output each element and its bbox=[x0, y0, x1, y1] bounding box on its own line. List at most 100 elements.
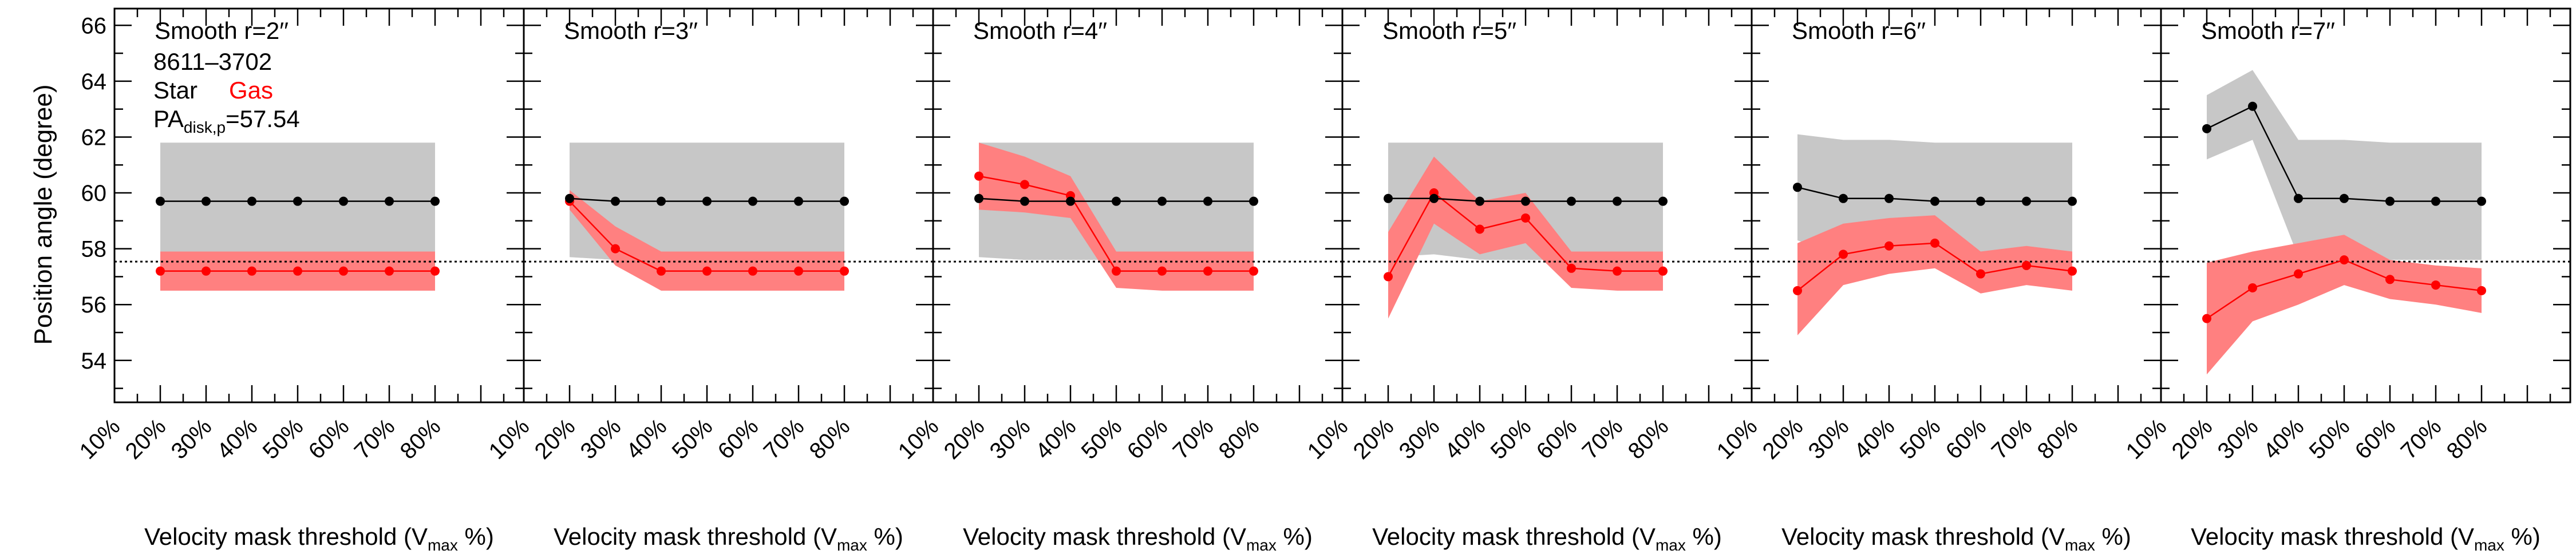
x-axis-label-tail: %) bbox=[867, 523, 903, 550]
legend-pa-value: =57.54 bbox=[226, 105, 300, 132]
panels: 5456586062646610%20%30%40%50%60%70%80%Sm… bbox=[75, 7, 2571, 554]
panel-title-1: Smooth r=2′′ bbox=[155, 17, 289, 44]
gas-point-panel-6-3 bbox=[2294, 269, 2303, 279]
x-tick-label-panel-4: 60% bbox=[1532, 414, 1582, 464]
star-point-panel-2-4 bbox=[702, 196, 712, 206]
x-tick-label-panel-4: 30% bbox=[1394, 414, 1445, 464]
gas-point-panel-5-6 bbox=[2022, 260, 2031, 270]
gas-band-panel-2 bbox=[570, 190, 844, 291]
star-point-panel-5-7 bbox=[2068, 196, 2077, 206]
x-tick-label-panel-3: 60% bbox=[1123, 414, 1173, 464]
star-point-panel-5-6 bbox=[2022, 196, 2031, 206]
star-point-panel-1-1 bbox=[156, 196, 165, 206]
star-point-panel-2-5 bbox=[748, 196, 757, 206]
y-tick-label: 62 bbox=[81, 125, 107, 150]
star-point-panel-6-6 bbox=[2431, 196, 2440, 206]
x-tick-label-panel-1: 20% bbox=[121, 414, 171, 464]
panel-6: 10%20%30%40%50%60%70%80% Smooth r=7′′ Velo… bbox=[2121, 7, 2571, 554]
x-axis-label-main: Velocity mask threshold (V bbox=[2191, 523, 2474, 550]
y-axis-label: Position angle (degree) bbox=[29, 85, 57, 345]
x-axis-label-tail: %) bbox=[1686, 523, 1722, 550]
panel-4: 10%20%30%40%50%60%70%80% Smooth r=5′′ Velo… bbox=[1303, 7, 1753, 554]
star-point-panel-3-6 bbox=[1203, 196, 1212, 206]
y-tick-label: 66 bbox=[81, 13, 107, 38]
star-point-panel-2-6 bbox=[794, 196, 803, 206]
star-point-panel-2-1 bbox=[565, 193, 574, 203]
gas-point-panel-1-4 bbox=[293, 266, 302, 276]
x-tick-label-panel-1: 50% bbox=[258, 414, 309, 464]
star-point-panel-3-3 bbox=[1066, 196, 1075, 206]
x-tick-label-panel-3: 80% bbox=[1214, 414, 1265, 464]
gas-point-panel-6-4 bbox=[2340, 255, 2349, 265]
star-point-panel-6-1 bbox=[2202, 124, 2211, 133]
gas-point-panel-5-4 bbox=[1930, 238, 1939, 248]
star-point-panel-4-6 bbox=[1613, 196, 1622, 206]
x-axis-label-main: Velocity mask threshold (V bbox=[963, 523, 1246, 550]
x-tick-label-panel-5: 80% bbox=[2033, 414, 2083, 464]
gas-point-panel-4-7 bbox=[1658, 266, 1668, 276]
star-point-panel-1-4 bbox=[293, 196, 302, 206]
x-axis-label-sub: max bbox=[2474, 536, 2504, 554]
gas-point-panel-1-3 bbox=[247, 266, 256, 276]
x-axis-label-sub: max bbox=[837, 536, 867, 554]
plot-frame-panel-6 bbox=[2160, 7, 2571, 403]
gas-point-panel-2-2 bbox=[611, 244, 620, 254]
star-band-panel-6 bbox=[2207, 70, 2482, 260]
star-point-panel-3-5 bbox=[1157, 196, 1167, 206]
x-tick-label-panel-3: 40% bbox=[1031, 414, 1081, 464]
x-axis-label-tail: %) bbox=[2095, 523, 2131, 550]
y-tick-label: 60 bbox=[81, 181, 107, 206]
star-point-panel-4-7 bbox=[1658, 196, 1668, 206]
y-tick-label: 54 bbox=[81, 349, 107, 374]
star-point-panel-1-2 bbox=[202, 196, 211, 206]
gas-point-panel-3-1 bbox=[974, 171, 983, 181]
gas-point-panel-1-1 bbox=[156, 266, 165, 276]
x-tick-label-panel-5: 60% bbox=[1941, 414, 1992, 464]
gas-point-panel-4-1 bbox=[1384, 272, 1393, 282]
x-tick-label-panel-3: 70% bbox=[1168, 414, 1219, 464]
x-tick-label-panel-2: 30% bbox=[576, 414, 626, 464]
star-point-panel-1-6 bbox=[385, 196, 394, 206]
legend-pa-sub: disk,p bbox=[184, 118, 226, 136]
panel-1: 54 56 58 60 62 64 66 10%20%30%40%50%60%70%80% Sm… bbox=[75, 7, 525, 554]
x-tick-label-panel-4: 50% bbox=[1486, 414, 1536, 464]
gas-point-panel-6-2 bbox=[2248, 283, 2257, 292]
x-tick-label-panel-4: 70% bbox=[1578, 414, 1628, 464]
star-point-panel-5-5 bbox=[1976, 196, 1985, 206]
gas-band-panel-4 bbox=[1388, 156, 1663, 319]
star-point-panel-3-2 bbox=[1020, 196, 1029, 206]
gas-point-panel-3-2 bbox=[1020, 180, 1029, 189]
star-point-panel-4-1 bbox=[1384, 193, 1393, 203]
star-point-panel-5-3 bbox=[1884, 193, 1894, 203]
x-tick-label-panel-4: 20% bbox=[1349, 414, 1399, 464]
star-point-panel-3-1 bbox=[974, 193, 983, 203]
gas-point-panel-2-4 bbox=[702, 266, 712, 276]
x-tick-label-panel-6: 20% bbox=[2167, 414, 2218, 464]
x-axis-label-panel-5: Velocity mask threshold (Vmax %) bbox=[1781, 523, 2131, 554]
legend: 8611–3702 Star Gas PAdisk,p=57.54 bbox=[153, 48, 300, 136]
gas-point-panel-6-5 bbox=[2385, 275, 2395, 284]
y-tick-label: 58 bbox=[81, 237, 107, 262]
x-tick-label-panel-5: 20% bbox=[1758, 414, 1808, 464]
gas-point-panel-3-5 bbox=[1157, 266, 1167, 276]
star-point-panel-2-7 bbox=[840, 196, 849, 206]
gas-point-panel-2-3 bbox=[657, 266, 666, 276]
x-tick-label-panel-3: 10% bbox=[894, 414, 944, 464]
gas-point-panel-2-6 bbox=[794, 266, 803, 276]
panel-title-4: Smooth r=5′′ bbox=[1382, 17, 1516, 44]
y-tick-label: 64 bbox=[81, 69, 107, 94]
x-axis-label-panel-1: Velocity mask threshold (Vmax %) bbox=[144, 523, 494, 554]
x-axis-label-panel-3: Velocity mask threshold (Vmax %) bbox=[963, 523, 1313, 554]
gas-band-panel-5 bbox=[1797, 215, 2072, 335]
gas-point-panel-2-5 bbox=[748, 266, 757, 276]
x-tick-label-panel-3: 30% bbox=[985, 414, 1036, 464]
x-tick-label-panel-6: 30% bbox=[2213, 414, 2263, 464]
x-axis-label-sub: max bbox=[428, 536, 458, 554]
gas-point-panel-5-7 bbox=[2068, 266, 2077, 276]
gas-band-panel-6 bbox=[2207, 235, 2482, 375]
star-point-panel-6-2 bbox=[2248, 101, 2257, 111]
x-tick-label-panel-5: 50% bbox=[1895, 414, 1946, 464]
panel-3: 10%20%30%40%50%60%70%80% Smooth r=4′′ Velo… bbox=[894, 7, 1344, 554]
x-tick-label-panel-4: 10% bbox=[1303, 414, 1353, 464]
star-point-panel-5-4 bbox=[1930, 196, 1939, 206]
